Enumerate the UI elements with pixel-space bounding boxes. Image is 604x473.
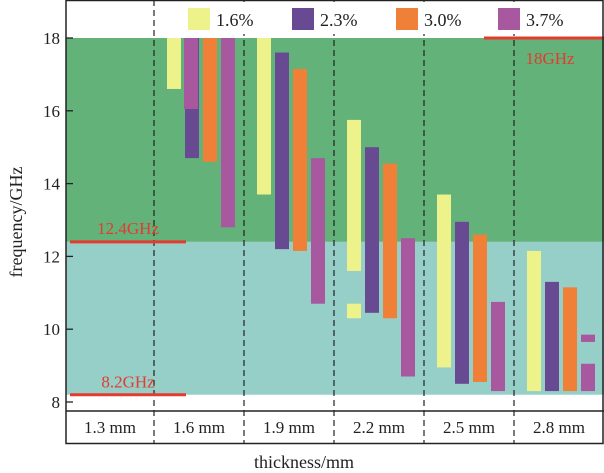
y-tick-label-8: 8 (52, 393, 61, 412)
y-tick-label-10: 10 (43, 320, 60, 339)
bar-1.6%-2.5 mm-0 (437, 194, 451, 368)
category-label-0: 1.3 mm (84, 418, 136, 437)
bar-1.6%-2.8 mm-0 (527, 250, 541, 392)
legend-label-3.7%: 3.7% (526, 10, 564, 30)
band-annotations: 18GHz 12.4GHz 8.2GHz (70, 36, 604, 397)
bar-3.7%-2.2 mm-0 (401, 238, 415, 377)
bar-3.0%-2.5 mm-0 (473, 234, 487, 382)
category-separators (153, 0, 515, 444)
y-tick-label-18: 18 (43, 29, 60, 48)
y-tick-label-14: 14 (43, 175, 61, 194)
category-label-4: 2.5 mm (443, 418, 495, 437)
y-ticks: 8 10 12 14 16 18 (43, 29, 73, 412)
legend-swatch-1.6% (188, 8, 210, 30)
x-axis-title: thickness/mm (254, 452, 354, 472)
legend-label-1.6%: 1.6% (216, 10, 254, 30)
bar-3.0%-2.8 mm-0 (563, 287, 577, 392)
frequency-bands (66, 38, 604, 395)
bar-1.6%-1.6 mm-0 (167, 38, 181, 89)
y-tick-label-12: 12 (43, 247, 60, 266)
legend-swatch-2.3% (292, 8, 314, 30)
category-label-5: 2.8 mm (533, 418, 585, 437)
legend-swatch-3.0% (396, 8, 418, 30)
bar-1.6%-2.2 mm-1 (347, 303, 361, 319)
legend-label-3.0%: 3.0% (424, 10, 462, 30)
annotation-label-0: 18GHz (525, 49, 575, 68)
bar-1.6%-2.2 mm-0 (347, 119, 361, 271)
bar-3.7%-2.5 mm-0 (491, 301, 505, 392)
plot-frame (65, 0, 604, 445)
bar-2.3%-2.2 mm-0 (365, 147, 379, 313)
category-label-3: 2.2 mm (353, 418, 405, 437)
bar-3.7%-2.8 mm-1 (581, 363, 595, 392)
bar-2.3%-1.9 mm-0 (275, 52, 289, 250)
y-tick-label-16: 16 (43, 102, 60, 121)
bar-2.3%-2.8 mm-0 (545, 281, 559, 392)
bars (167, 38, 595, 392)
bar-3.7%-2.8 mm-0 (581, 334, 595, 342)
band-0 (66, 241, 604, 395)
bar-2.3%-2.5 mm-0 (455, 221, 469, 384)
bar-3.7%-1.3 mm-0 (184, 38, 198, 109)
axes (65, 0, 604, 445)
bar-3.7%-1.6 mm-0 (221, 38, 235, 228)
bar-3.0%-1.6 mm-0 (203, 38, 217, 162)
bar-3.0%-1.9 mm-0 (293, 68, 307, 251)
category-labels: 1.3 mm 1.6 mm 1.9 mm 2.2 mm 2.5 mm 2.8 mm (84, 418, 585, 437)
legend: 1.6% 2.3% 3.0% 3.7% (180, 2, 592, 34)
bar-3.0%-2.2 mm-0 (383, 163, 397, 319)
legend-label-2.3%: 2.3% (320, 10, 358, 30)
annotation-label-1: 12.4GHz (97, 219, 159, 238)
category-label-2: 1.9 mm (263, 418, 315, 437)
band-1 (66, 38, 604, 242)
annotation-label-2: 8.2GHz (101, 373, 155, 392)
category-label-1: 1.6 mm (173, 418, 225, 437)
bar-3.7%-1.9 mm-0 (311, 158, 325, 304)
legend-box (180, 2, 592, 34)
bar-1.6%-1.9 mm-0 (257, 38, 271, 195)
legend-swatch-3.7% (498, 8, 520, 30)
y-axis-title: frequency/GHz (6, 167, 26, 278)
